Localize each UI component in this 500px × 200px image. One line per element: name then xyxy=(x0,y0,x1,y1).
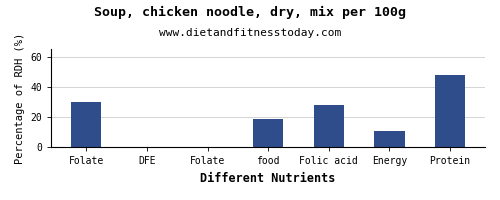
Bar xyxy=(253,119,284,147)
Bar xyxy=(314,105,344,147)
Y-axis label: Percentage of RDH (%): Percentage of RDH (%) xyxy=(15,33,25,164)
X-axis label: Different Nutrients: Different Nutrients xyxy=(200,172,336,185)
Bar xyxy=(374,131,404,147)
Bar xyxy=(435,75,466,147)
Text: Soup, chicken noodle, dry, mix per 100g: Soup, chicken noodle, dry, mix per 100g xyxy=(94,6,406,19)
Text: www.dietandfitnesstoday.com: www.dietandfitnesstoday.com xyxy=(159,28,341,38)
Bar xyxy=(71,102,102,147)
